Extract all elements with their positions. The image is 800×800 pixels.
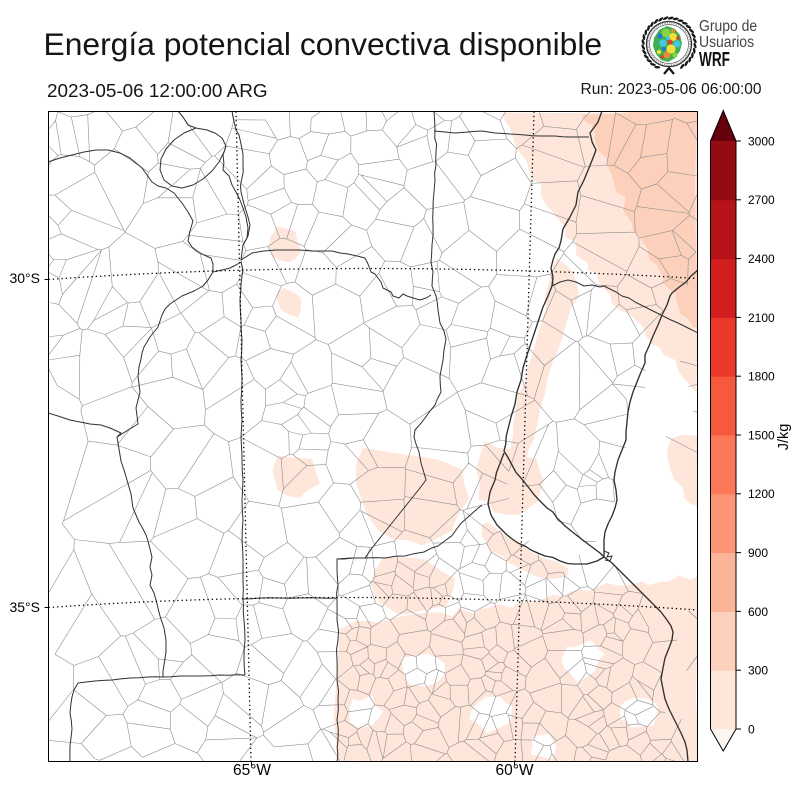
svg-text:2700: 2700 xyxy=(748,193,775,207)
svg-text:1200: 1200 xyxy=(748,487,775,501)
svg-text:J/kg: J/kg xyxy=(776,424,792,451)
svg-text:300: 300 xyxy=(748,664,768,678)
svg-text:1800: 1800 xyxy=(748,370,775,384)
svg-text:600: 600 xyxy=(748,605,768,619)
svg-text:2100: 2100 xyxy=(748,311,775,325)
svg-text:900: 900 xyxy=(748,546,768,560)
svg-text:2400: 2400 xyxy=(748,252,775,266)
svg-text:0: 0 xyxy=(748,722,755,736)
svg-text:1500: 1500 xyxy=(748,428,775,442)
svg-text:3000: 3000 xyxy=(748,134,775,148)
